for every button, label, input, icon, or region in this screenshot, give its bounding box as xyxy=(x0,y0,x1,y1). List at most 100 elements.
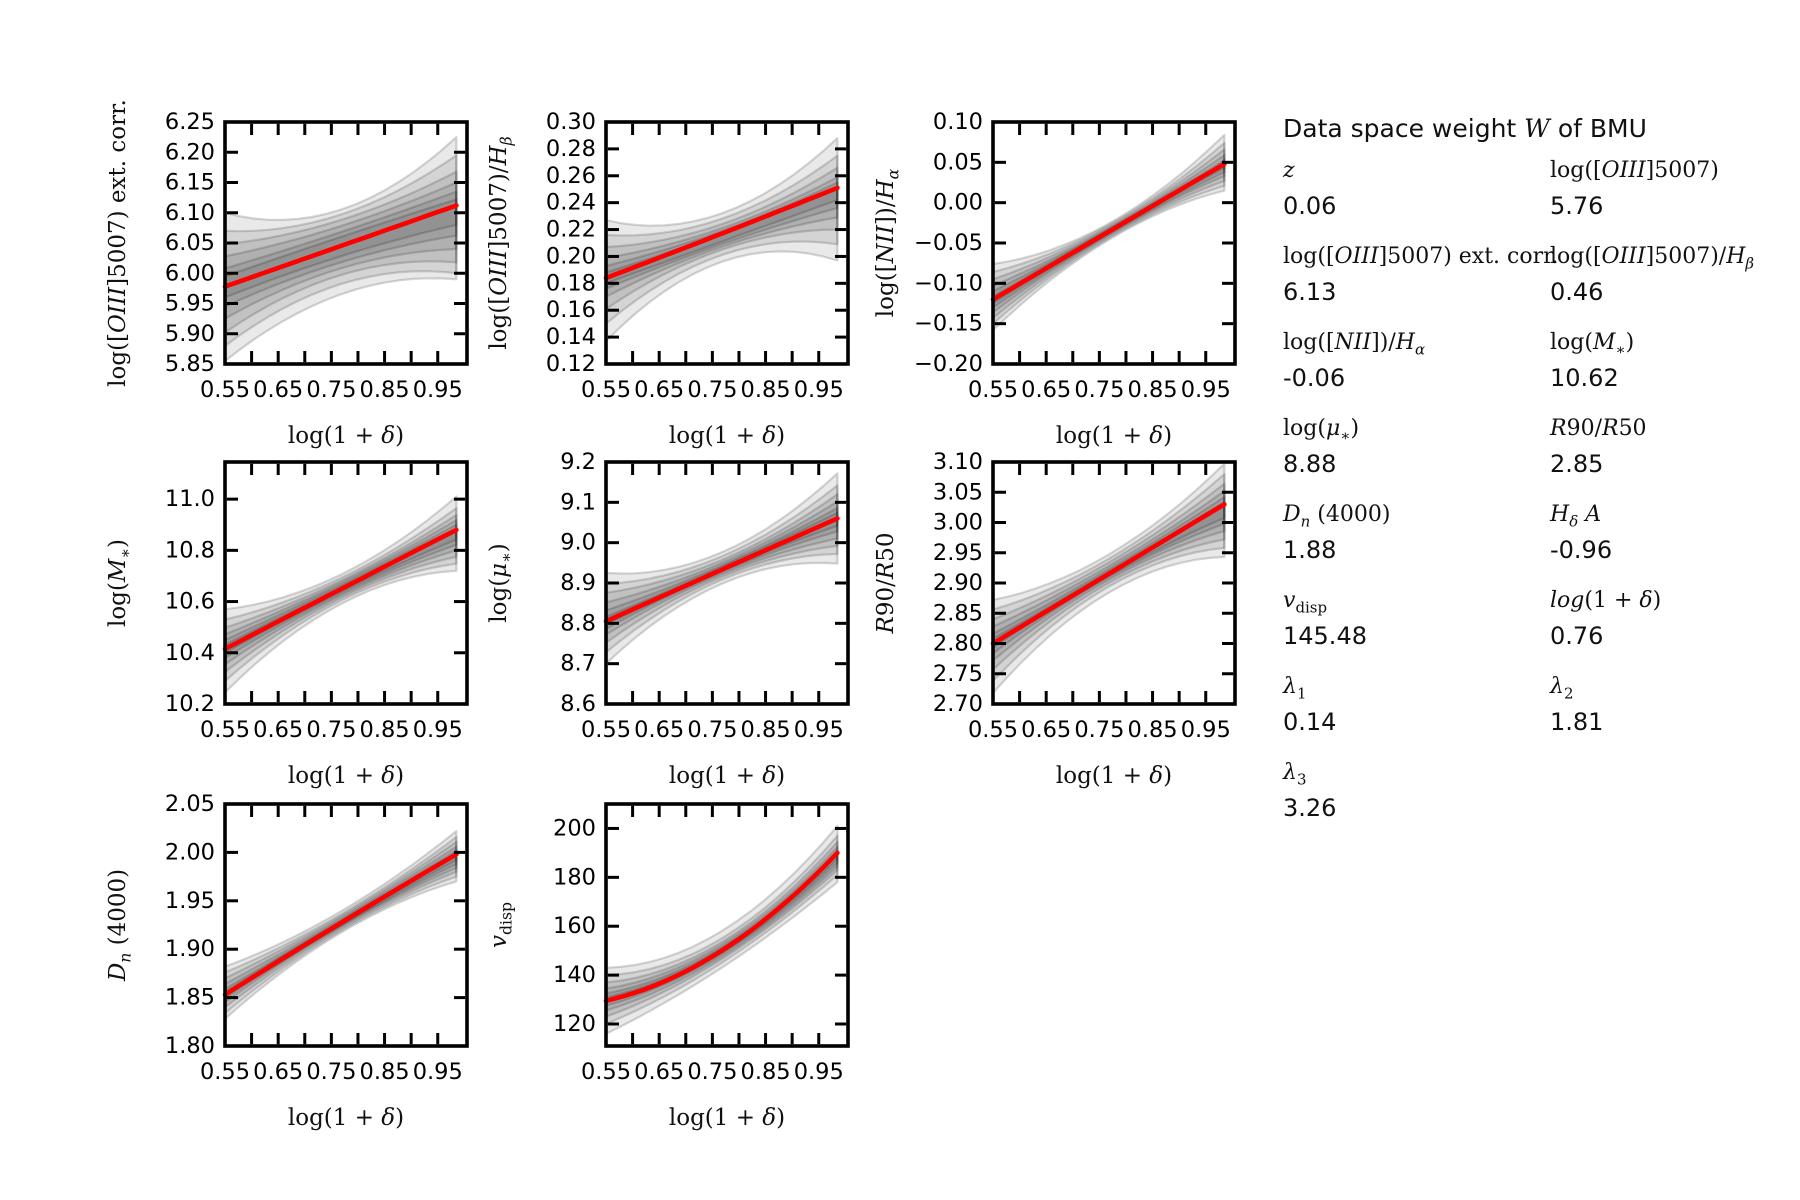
tick-labels: 120 140 160 180 200 0.55 0.65 0.75 0.85 0.95 xyxy=(553,815,844,1085)
confidence-band xyxy=(223,181,458,320)
y-tick-label: 0.14 xyxy=(546,324,596,350)
panel-entry-log-mustar: log(μ∗) 8.88 xyxy=(1283,416,1550,502)
confidence-band xyxy=(604,176,839,298)
panel-entry-value: 1.81 xyxy=(1550,708,1604,736)
panel-entry-lambda2: λ2 1.81 xyxy=(1550,674,1790,760)
tick-labels: 10.2 10.4 10.6 10.8 11.0 0.55 0.65 0.75 0.85 0.95 xyxy=(165,486,463,743)
x-tick-label: 0.75 xyxy=(1074,717,1124,743)
confidence-bands xyxy=(604,824,839,1035)
axes-box xyxy=(991,460,1237,706)
x-tick-label: 0.85 xyxy=(360,377,410,403)
y-tick-label: 0.18 xyxy=(546,270,596,296)
y-tick-label: 1.95 xyxy=(165,888,215,914)
x-tick-label: 0.95 xyxy=(794,1059,844,1085)
log-oiii5007-hbeta-plot-canvas: 0.120.140.160.180.200.220.240.260.280.30… xyxy=(546,109,850,403)
panel-entry-dn4000: Dn (4000) 1.88 xyxy=(1283,502,1550,588)
y-tick-label: 8.7 xyxy=(560,651,596,677)
y-tick-label: 180 xyxy=(553,864,596,890)
x-tick-label: 0.55 xyxy=(581,717,631,743)
tick-labels: 5.85 5.90 5.95 6.00 6.05 6.10 6.15 6.20 6.25 0.55… xyxy=(165,109,463,403)
tick-labels: 1.80 1.85 1.90 1.95 2.00 2.05 0.55 0.65 0.75 0.85… xyxy=(165,791,463,1085)
axes-box xyxy=(223,460,469,706)
panel-entry-label: R90/R50 xyxy=(1550,416,1647,441)
confidence-band xyxy=(604,849,839,1007)
panel-cell-empty xyxy=(1550,760,1790,846)
x-tick-label: 0.65 xyxy=(1021,377,1071,403)
confidence-bands xyxy=(604,137,839,343)
y-tick-label: 0.10 xyxy=(933,109,983,135)
y-tick-label: 6.15 xyxy=(165,170,215,196)
tick-labels: 0.120.140.160.180.200.220.240.260.280.30… xyxy=(546,109,844,403)
panel-entry-value: -0.06 xyxy=(1283,364,1346,392)
panel-entry-lambda3: λ3 3.26 xyxy=(1283,760,1550,846)
subplot-log-nii-halpha: −0.20 −0.15 −0.10 −0.05 0.00 0.05 0.10 0.55 0.65… xyxy=(853,100,1273,465)
y-tick-label: 0.05 xyxy=(933,149,983,175)
x-tick-label: 0.75 xyxy=(306,1059,356,1085)
y-axis-label: log([NII])/Hα xyxy=(873,168,903,318)
y-tick-label: 0.00 xyxy=(933,190,983,216)
y-tick-label: 9.1 xyxy=(560,489,596,515)
y-tick-label: 140 xyxy=(553,962,596,988)
panel-entry-vdisp: vdisp 145.48 xyxy=(1283,588,1550,674)
trend-line xyxy=(990,161,1227,302)
trend-line xyxy=(222,527,459,652)
panel-entry-hdelta-a: Hδ A -0.96 xyxy=(1550,502,1790,588)
y-tick-label: 0.26 xyxy=(546,163,596,189)
panel-entry-value: 0.76 xyxy=(1550,622,1604,650)
panel-entry-label: log([OIII]5007) ext. corr. xyxy=(1283,244,1559,269)
y-tick-label: 2.00 xyxy=(165,839,215,865)
x-axis-label: log(1 + δ) xyxy=(1055,763,1173,789)
y-tick-label: 2.75 xyxy=(933,661,983,687)
y-axis-label: vdisp xyxy=(486,901,516,949)
x-tick-label: 0.55 xyxy=(581,377,631,403)
y-tick-label: 0.30 xyxy=(546,109,596,135)
panel-entry-label: Hδ A xyxy=(1550,502,1602,531)
confidence-band xyxy=(223,170,458,334)
log-mstar-plot-canvas: 10.2 10.4 10.6 10.8 11.0 0.55 0.65 0.75 0.85 0.95 xyxy=(165,460,469,743)
y-tick-label: 0.28 xyxy=(546,136,596,162)
x-tick-label: 0.75 xyxy=(687,377,737,403)
y-tick-label: 1.80 xyxy=(165,1033,215,1059)
y-tick-label: 5.85 xyxy=(165,351,215,377)
panel-entry-label: λ2 xyxy=(1550,674,1574,703)
y-tick-label: 9.0 xyxy=(560,530,596,556)
panel-entry-label: log(1 + δ) xyxy=(1550,588,1662,613)
axes-box xyxy=(991,120,1237,366)
x-tick-label: 0.55 xyxy=(968,717,1018,743)
y-tick-label: 10.8 xyxy=(165,537,215,563)
x-axis-label: log(1 + δ) xyxy=(668,1105,786,1131)
subplot-log-oiii5007-hbeta: 0.12 0.14 0.16 0.18 0.20 0.22 0.24 0.26 0.28 0.30… xyxy=(466,100,886,465)
x-tick-label: 0.75 xyxy=(306,377,356,403)
panel-entry-label: log([OIII]5007) xyxy=(1550,158,1719,183)
y-tick-label: 10.2 xyxy=(165,691,215,717)
y-tick-label: 0.20 xyxy=(546,243,596,269)
y-tick-label: 0.24 xyxy=(546,190,596,216)
y-tick-label: −0.15 xyxy=(914,311,983,337)
confidence-band xyxy=(223,190,458,308)
confidence-bands xyxy=(223,495,458,694)
y-tick-label: 8.6 xyxy=(560,691,596,717)
x-tick-label: 0.85 xyxy=(741,1059,791,1085)
confidence-band xyxy=(991,473,1226,683)
tick-labels: −0.20 −0.15 −0.10 −0.05 0.00 0.05 0.10 0.55 0.65… xyxy=(914,109,1231,403)
x-axis-label: log(1 + δ) xyxy=(287,423,405,449)
y-tick-label: 5.90 xyxy=(165,321,215,347)
y-tick-label: 160 xyxy=(553,913,596,939)
x-tick-label: 0.55 xyxy=(200,377,250,403)
panel-entry-r90-r50: R90/R50 2.85 xyxy=(1550,416,1790,502)
log-oiii5007-ext-corr-plot-canvas: 5.85 5.90 5.95 6.00 6.05 6.10 6.15 6.20 6.25 0.55… xyxy=(165,109,469,403)
y-tick-label: 1.85 xyxy=(165,985,215,1011)
panel-entry-value: 6.13 xyxy=(1283,278,1337,306)
x-axis-label: log(1 + δ) xyxy=(1055,423,1173,449)
y-tick-label: 11.0 xyxy=(165,486,215,512)
x-tick-label: 0.85 xyxy=(741,717,791,743)
panel-entry-label: log([NII])/Hα xyxy=(1283,330,1426,359)
tick-marks xyxy=(991,120,1234,366)
tick-marks xyxy=(604,805,847,1045)
y-tick-label: 120 xyxy=(553,1011,596,1037)
x-tick-label: 0.65 xyxy=(253,377,303,403)
y-tick-label: 3.05 xyxy=(933,479,983,505)
x-tick-label: 0.95 xyxy=(413,717,463,743)
y-tick-label: 2.95 xyxy=(933,540,983,566)
panel-entry-label: log(μ∗) xyxy=(1283,416,1360,445)
